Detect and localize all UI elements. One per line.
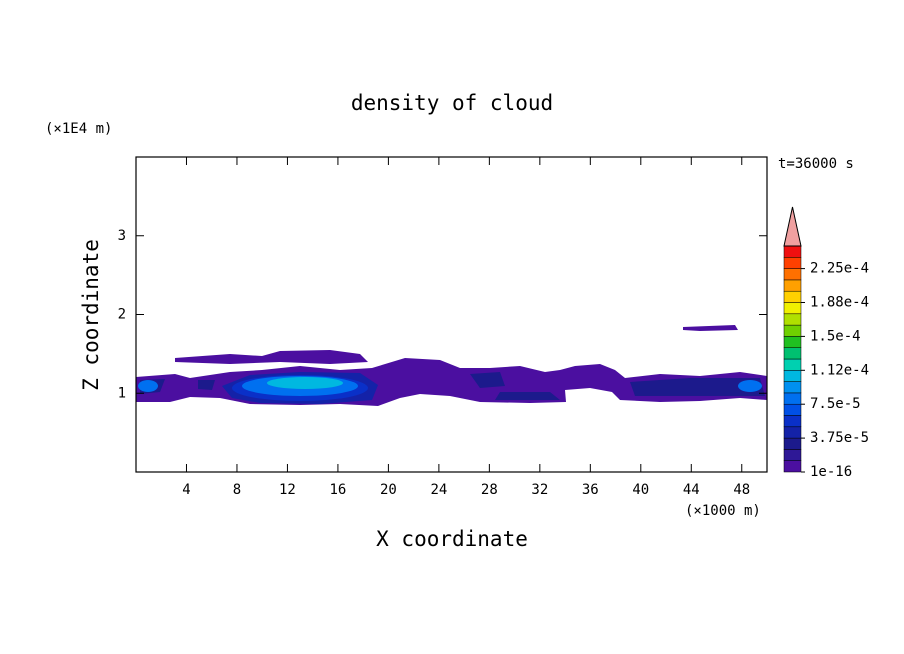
colorbar-band bbox=[783, 392, 802, 405]
colorbar-band bbox=[783, 336, 802, 348]
cloud-region bbox=[138, 380, 158, 392]
colorbar-band bbox=[783, 313, 802, 326]
colorbar-band bbox=[783, 324, 802, 337]
cloud-region bbox=[140, 372, 765, 400]
colorbar-tick-label: 1.5e-4 bbox=[810, 328, 861, 344]
colorbar-band bbox=[783, 257, 802, 269]
x-tick-label: 36 bbox=[582, 482, 599, 498]
y-tick-label: 1 bbox=[118, 385, 126, 401]
x-axis-label: X coordinate bbox=[376, 527, 528, 551]
colorbar-band bbox=[783, 268, 802, 281]
x-tick-label: 16 bbox=[329, 482, 346, 498]
colorbar-band bbox=[783, 302, 802, 315]
colorbar-band bbox=[783, 437, 802, 450]
colorbar-band bbox=[783, 347, 802, 360]
colorbar-tick-label: 3.75e-5 bbox=[810, 430, 869, 446]
x-tick-label: 4 bbox=[182, 482, 190, 498]
colorbar-tick-label: 2.25e-4 bbox=[810, 261, 869, 277]
colorbar-tick-label: 1.88e-4 bbox=[810, 295, 869, 311]
time-label: t=36000 s bbox=[778, 156, 854, 172]
y-tick-label: 3 bbox=[118, 228, 126, 244]
x-tick-label: 44 bbox=[683, 482, 700, 498]
colorbar-band bbox=[783, 415, 802, 428]
cloud-region bbox=[683, 325, 738, 331]
cloud-region bbox=[175, 350, 368, 364]
x-tick-label: 24 bbox=[430, 482, 447, 498]
colorbar-band bbox=[783, 426, 802, 439]
colorbar-tick-label: 1.12e-4 bbox=[810, 362, 869, 378]
x-tick-label: 32 bbox=[531, 482, 548, 498]
y-tick-label: 2 bbox=[118, 307, 126, 323]
colorbar-band bbox=[783, 290, 802, 303]
x-tick-label: 8 bbox=[233, 482, 241, 498]
colorbar-band bbox=[783, 381, 802, 394]
colorbar-band bbox=[783, 358, 802, 371]
x-tick-label: 20 bbox=[380, 482, 397, 498]
colorbar-tick-label: 1e-16 bbox=[810, 464, 852, 480]
chart-title: density of cloud bbox=[351, 91, 553, 115]
y-unit: (×1E4 m) bbox=[45, 121, 112, 137]
x-tick-label: 12 bbox=[279, 482, 296, 498]
colorbar-band bbox=[783, 403, 802, 416]
cloud-region bbox=[267, 377, 343, 389]
y-axis-label: Z coordinate bbox=[79, 239, 103, 391]
colorbar-band bbox=[783, 370, 802, 382]
colorbar-band bbox=[783, 245, 802, 258]
x-tick-label: 28 bbox=[481, 482, 498, 498]
colorbar-extend bbox=[783, 206, 802, 247]
cloud-field bbox=[136, 325, 767, 406]
colorbar-band bbox=[783, 460, 802, 473]
x-unit: (×1000 m) bbox=[685, 503, 761, 519]
colorbar-band bbox=[783, 279, 802, 292]
cloud-region bbox=[738, 380, 762, 392]
colorbar-band bbox=[783, 449, 802, 461]
plot-frame bbox=[135, 156, 768, 473]
x-tick-label: 48 bbox=[733, 482, 750, 498]
colorbar-tick-label: 7.5e-5 bbox=[810, 396, 861, 412]
x-tick-label: 40 bbox=[632, 482, 649, 498]
